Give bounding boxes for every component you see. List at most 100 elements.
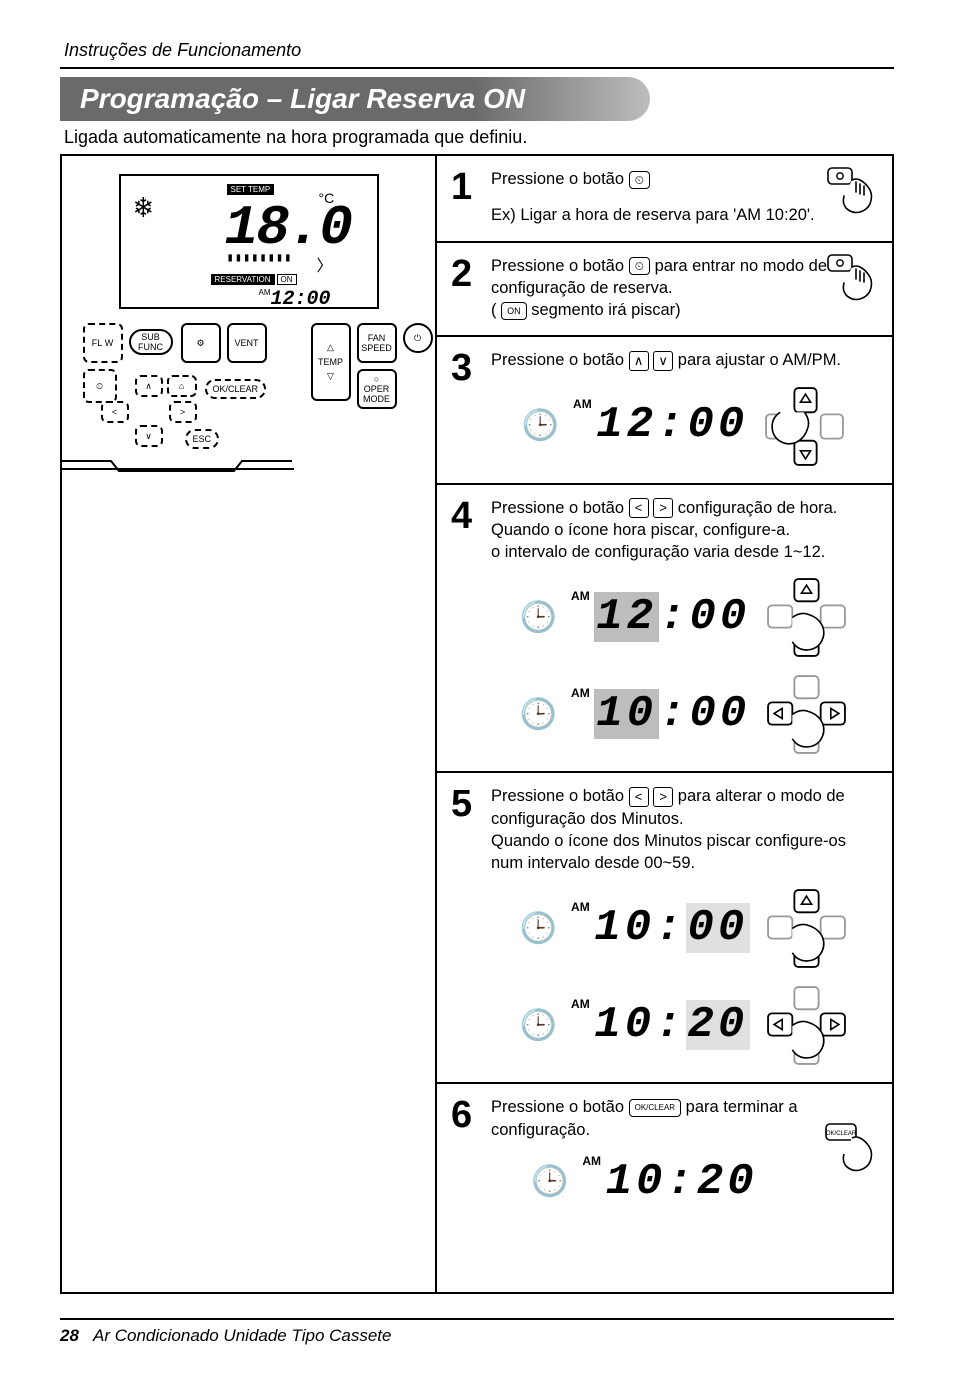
header-rule	[60, 67, 894, 69]
home-button[interactable]: ⌂	[167, 375, 197, 397]
step4-text-d: o intervalo de configuração varia desde …	[491, 543, 825, 561]
nav-up-button[interactable]: ∧	[135, 375, 163, 397]
timer-button-icon: ⏲	[629, 171, 650, 189]
step-1: 1 Pressione o botão ⏲ Ex) Ligar a hora d…	[437, 156, 892, 243]
time-hour-hl: 10	[594, 689, 659, 739]
esc-button[interactable]: ESC	[185, 429, 220, 449]
step-number: 5	[451, 785, 481, 1068]
time-hour-hl: 12	[594, 592, 659, 642]
step-number: 3	[451, 349, 481, 468]
reservation-label: RESERVATION	[211, 274, 275, 285]
am-label: AM	[573, 397, 592, 411]
time-min-hl: 20	[686, 1000, 751, 1050]
step4-text-c: Quando o ícone hora piscar, configure-a.	[491, 521, 790, 539]
step5-text-a: Pressione o botão	[491, 787, 629, 805]
flow-button[interactable]: FL W	[83, 323, 123, 363]
oper-mode-circle-icon: ○	[374, 374, 379, 384]
step1-example: Ex) Ligar a hora de reserva para 'AM 10:…	[491, 204, 878, 226]
page-title: Programação – Ligar Reserva ON	[60, 77, 650, 121]
dpad-updown-icon	[762, 384, 847, 469]
left-key-icon: <	[629, 787, 649, 807]
step-2: 2 Pressione o botão ⏲ para entrar no mod…	[437, 243, 892, 338]
on-indicator: ON	[277, 274, 297, 285]
clock-icon: 🕒	[520, 695, 557, 736]
oper-mode-label: OPER MODE	[359, 384, 395, 404]
fan-speed-button[interactable]: FAN SPEED	[357, 323, 397, 363]
reservation-time: 12:00	[271, 288, 331, 311]
step-number: 4	[451, 497, 481, 758]
am-label: AM	[571, 900, 590, 914]
clock-icon: 🕒	[520, 909, 557, 950]
am-label: AM	[571, 686, 590, 700]
step-4: 4 Pressione o botão < > configuração de …	[437, 485, 892, 774]
right-key-icon: >	[653, 787, 673, 807]
am-label: AM	[582, 1154, 601, 1168]
main-content: ❄ SET TEMP 18.0 °C ▮▮▮▮▮▮▮▮ 〉 RESERVATIO…	[60, 154, 894, 1294]
dpad-updown-icon	[764, 886, 849, 971]
press-hand-icon: OK/CLEAR	[822, 1120, 882, 1180]
step2-text-d: segmento irá piscar)	[531, 301, 680, 319]
ok-clear-button[interactable]: OK/CLEAR	[205, 379, 267, 399]
airflow-arrow-icon: 〉	[317, 252, 333, 276]
remote-control: FL W SUB FUNC ⚙ VENT △ TEMP ▽ FAN SPEED …	[79, 319, 419, 479]
step5-text-c: Quando o ícone dos Minutos piscar config…	[491, 832, 846, 872]
press-hand-icon	[822, 249, 882, 309]
set-temp-label: SET TEMP	[227, 184, 275, 195]
temp-up-down[interactable]: △ TEMP ▽	[311, 323, 351, 401]
page-number: 28	[60, 1326, 79, 1345]
up-key-icon: ∧	[629, 351, 649, 371]
page-subtitle: Ligada automaticamente na hora programad…	[60, 127, 894, 148]
temp-down-icon: ▽	[327, 371, 334, 382]
power-button[interactable]: ⏻	[403, 323, 433, 353]
step-5: 5 Pressione o botão < > para alterar o m…	[437, 773, 892, 1084]
step3-text-a: Pressione o botão	[491, 351, 629, 369]
nav-right-button[interactable]: >	[169, 401, 197, 423]
timer-button[interactable]: ⏲	[83, 369, 117, 403]
am-label: AM	[571, 589, 590, 603]
press-hand-icon	[822, 162, 882, 222]
clock-icon: 🕒	[522, 406, 559, 447]
temperature-unit: °C	[319, 190, 335, 206]
fan-speed-label: FAN SPEED	[359, 333, 395, 353]
step-number: 2	[451, 255, 481, 322]
dpad-leftright-icon	[764, 672, 849, 757]
time-min: :00	[659, 689, 750, 739]
temp-label: TEMP	[318, 357, 343, 367]
step2-text-a: Pressione o botão	[491, 257, 629, 275]
timer-button-icon: ⏲	[629, 257, 650, 275]
nav-left-button[interactable]: <	[101, 401, 129, 423]
dpad-leftright-icon	[764, 983, 849, 1068]
left-key-icon: <	[629, 498, 649, 518]
am-label: AM	[259, 288, 271, 297]
cool-mode-icon: ❄	[135, 190, 153, 227]
step1-text-a: Pressione o botão	[491, 170, 629, 188]
on-segment-icon: ON	[501, 302, 527, 320]
ok-clear-button-icon: OK/CLEAR	[629, 1099, 681, 1117]
oper-mode-button[interactable]: ○ OPER MODE	[357, 369, 397, 409]
vent-button[interactable]: VENT	[227, 323, 267, 363]
clock-icon: 🕒	[531, 1162, 568, 1203]
step3-text-b: para ajustar o AM/PM.	[678, 351, 841, 369]
ac-lcd-display: ❄ SET TEMP 18.0 °C ▮▮▮▮▮▮▮▮ 〉 RESERVATIO…	[119, 174, 379, 309]
section-header: Instruções de Funcionamento	[60, 40, 894, 61]
step-number: 6	[451, 1096, 481, 1212]
nav-down-button[interactable]: ∨	[135, 425, 163, 447]
step2-text-c: (	[491, 301, 501, 319]
settings-button[interactable]: ⚙	[181, 323, 221, 363]
right-key-icon: >	[653, 498, 673, 518]
step4-text-a: Pressione o botão	[491, 499, 629, 517]
sub-func-button[interactable]: SUB FUNC	[129, 329, 173, 355]
time-min-hl: 00	[686, 903, 751, 953]
left-column: ❄ SET TEMP 18.0 °C ▮▮▮▮▮▮▮▮ 〉 RESERVATIO…	[62, 156, 437, 1292]
step-number: 1	[451, 168, 481, 227]
clock-icon: 🕒	[520, 1006, 557, 1047]
step6-text-a: Pressione o botão	[491, 1098, 629, 1116]
time-min: :00	[659, 592, 750, 642]
step-3: 3 Pressione o botão ∧ ∨ para ajustar o A…	[437, 337, 892, 484]
steps-column: 1 Pressione o botão ⏲ Ex) Ligar a hora d…	[437, 156, 892, 1292]
time-hour: 10:	[594, 1000, 685, 1050]
svg-text:OK/CLEAR: OK/CLEAR	[826, 1131, 857, 1137]
step4-text-b: configuração de hora.	[678, 499, 838, 517]
step-6: 6 Pressione o botão OK/CLEAR para termin…	[437, 1084, 892, 1226]
time-display: 12:00	[596, 400, 748, 450]
